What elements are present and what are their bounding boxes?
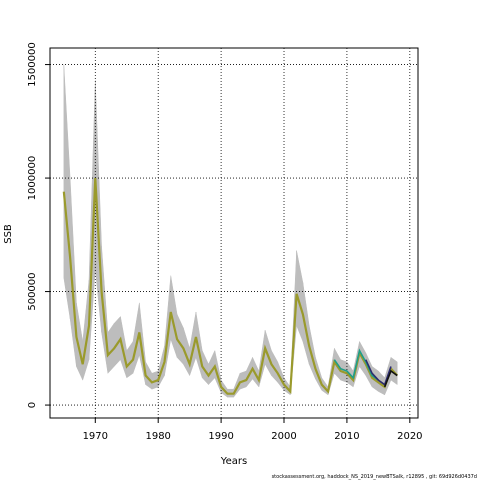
x-tick-label: 1980: [145, 431, 170, 442]
footer: stockassessment.org, haddock_NS_2019_new…: [272, 474, 477, 480]
series-line: [333, 348, 379, 381]
x-axis-label: Years: [220, 456, 247, 467]
plot-frame: [49, 47, 419, 419]
series-line: [365, 359, 392, 386]
y-tick-label: 1000000: [27, 156, 38, 201]
y-axis-label: SSB: [3, 224, 14, 244]
x-tick-label: 2020: [397, 431, 422, 442]
y-tick-label: 500000: [27, 272, 38, 310]
y-tick-label: 0: [27, 402, 38, 408]
x-tick-label: 1990: [208, 431, 233, 442]
x-tick-label: 2010: [334, 431, 359, 442]
series-line: [383, 369, 398, 388]
series-line: [62, 178, 399, 395]
x-tick-label: 2000: [271, 431, 296, 442]
x-tick-label: 1970: [83, 431, 108, 442]
y-tick-label: 1500000: [27, 42, 38, 87]
